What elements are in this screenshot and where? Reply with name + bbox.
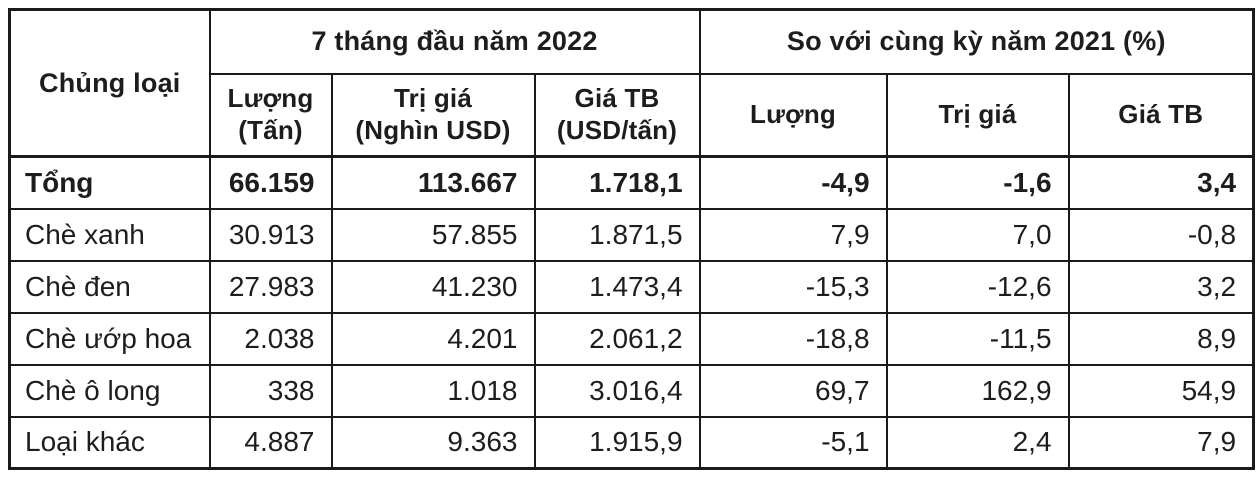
- cell-volume: 338: [208, 363, 333, 418]
- cell-avg-price: 1.473,4: [533, 259, 701, 314]
- cell-avg-price: 3.016,4: [533, 363, 701, 418]
- row-label: Tổng: [8, 155, 211, 210]
- header-sub-row: Lượng (Tấn) Trị giá (Nghìn USD) Giá TB (…: [10, 72, 1255, 158]
- cell-avg-price-pct: 3,4: [1067, 155, 1255, 210]
- row-label: Chè xanh: [8, 207, 211, 262]
- cell-value-pct: 2,4: [885, 415, 1070, 470]
- cell-volume-pct: 69,7: [698, 363, 888, 418]
- header-group-period: 7 tháng đầu năm 2022: [208, 8, 701, 75]
- cell-value-pct: 7,0: [885, 207, 1070, 262]
- cell-avg-price-pct: -0,8: [1067, 207, 1255, 262]
- cell-avg-price-pct: 7,9: [1067, 415, 1255, 470]
- tea-export-table: Chủng loại 7 tháng đầu năm 2022 So với c…: [8, 8, 1256, 470]
- header-value-pct: Trị giá: [885, 72, 1070, 158]
- cell-volume-pct: -5,1: [698, 415, 888, 470]
- cell-avg-price: 1.915,9: [533, 415, 701, 470]
- cell-value: 4.201: [330, 311, 536, 366]
- row-label: Chè đen: [8, 259, 211, 314]
- cell-volume: 27.983: [208, 259, 333, 314]
- header-volume-pct: Lượng: [698, 72, 888, 158]
- header-avg-price-usd-ton: Giá TB (USD/tấn): [533, 72, 701, 158]
- header-group-row: Chủng loại 7 tháng đầu năm 2022 So với c…: [8, 8, 1255, 158]
- cell-avg-price-pct: 8,9: [1067, 311, 1255, 366]
- cell-avg-price: 1.718,1: [533, 155, 701, 210]
- cell-volume: 30.913: [208, 207, 333, 262]
- header-avg-price-pct: Giá TB: [1067, 72, 1255, 158]
- cell-value-pct: -11,5: [885, 311, 1070, 366]
- cell-volume: 4.887: [208, 415, 333, 470]
- cell-value-pct: 162,9: [885, 363, 1070, 418]
- cell-volume-pct: -15,3: [698, 259, 888, 314]
- table-row-black-tea: Chè đen 27.983 41.230 1.473,4 -15,3 -12,…: [8, 259, 1255, 314]
- header-category: Chủng loại: [8, 8, 211, 158]
- cell-value: 1.018: [330, 363, 536, 418]
- table-row-scented-tea: Chè ướp hoa 2.038 4.201 2.061,2 -18,8 -1…: [8, 311, 1255, 366]
- table-row-other-types: Loại khác 4.887 9.363 1.915,9 -5,1 2,4 7…: [8, 415, 1255, 470]
- table-body: Tổng 66.159 113.667 1.718,1 -4,9 -1,6 3,…: [8, 155, 1255, 470]
- cell-volume-pct: -18,8: [698, 311, 888, 366]
- table-row-total: Tổng 66.159 113.667 1.718,1 -4,9 -1,6 3,…: [8, 155, 1255, 210]
- cell-value-pct: -1,6: [885, 155, 1070, 210]
- header-group-comparison: So với cùng kỳ năm 2021 (%): [698, 8, 1255, 75]
- cell-avg-price-pct: 3,2: [1067, 259, 1255, 314]
- cell-volume-pct: -4,9: [698, 155, 888, 210]
- cell-volume-pct: 7,9: [698, 207, 888, 262]
- table-header: Chủng loại 7 tháng đầu năm 2022 So với c…: [8, 8, 1255, 158]
- table-row-green-tea: Chè xanh 30.913 57.855 1.871,5 7,9 7,0 -…: [8, 207, 1255, 262]
- row-label: Loại khác: [8, 415, 211, 470]
- table-row-oolong-tea: Chè ô long 338 1.018 3.016,4 69,7 162,9 …: [8, 363, 1255, 418]
- header-volume-tons: Lượng (Tấn): [208, 72, 333, 158]
- cell-value: 113.667: [330, 155, 536, 210]
- cell-value-pct: -12,6: [885, 259, 1070, 314]
- cell-value: 41.230: [330, 259, 536, 314]
- tea-export-table-wrap: Chủng loại 7 tháng đầu năm 2022 So với c…: [8, 8, 1256, 470]
- cell-value: 9.363: [330, 415, 536, 470]
- cell-volume: 2.038: [208, 311, 333, 366]
- cell-avg-price: 1.871,5: [533, 207, 701, 262]
- cell-avg-price: 2.061,2: [533, 311, 701, 366]
- cell-value: 57.855: [330, 207, 536, 262]
- cell-volume: 66.159: [208, 155, 333, 210]
- header-value-thousand-usd: Trị giá (Nghìn USD): [330, 72, 536, 158]
- row-label: Chè ướp hoa: [8, 311, 211, 366]
- cell-avg-price-pct: 54,9: [1067, 363, 1255, 418]
- row-label: Chè ô long: [8, 363, 211, 418]
